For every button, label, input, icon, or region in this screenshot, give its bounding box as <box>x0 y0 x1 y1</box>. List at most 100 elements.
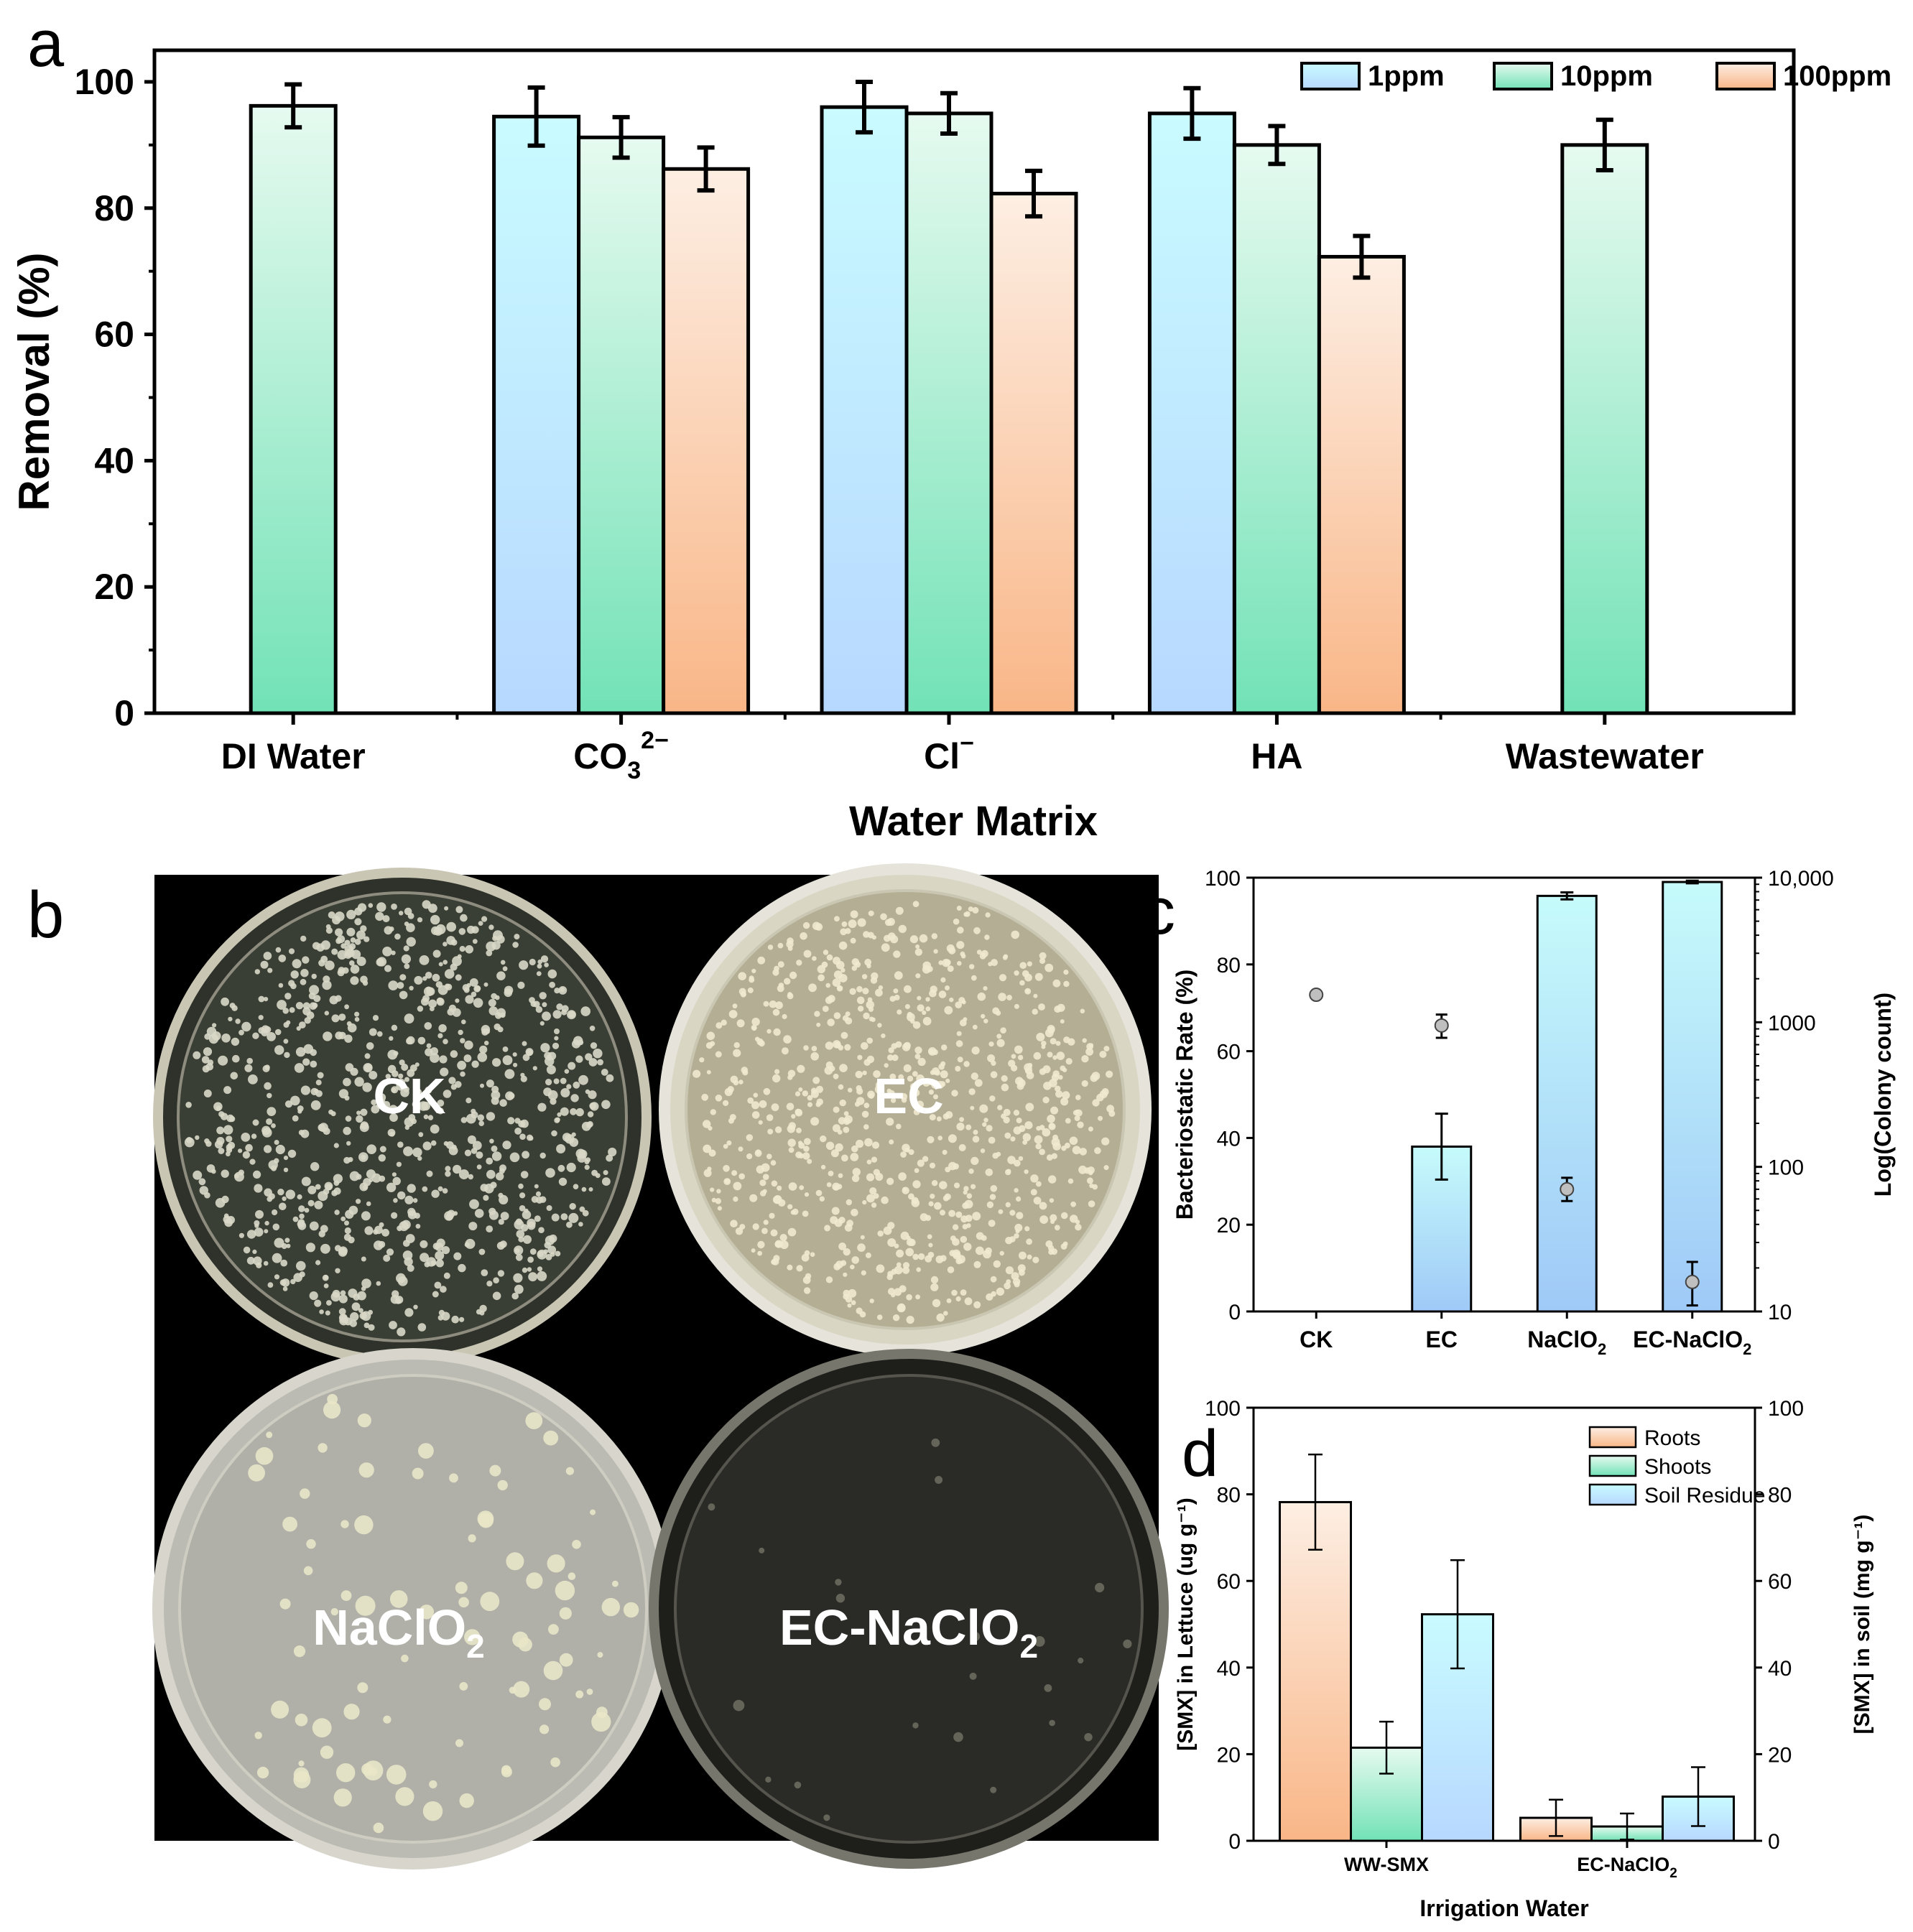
colony <box>922 1079 930 1087</box>
colony <box>453 1211 458 1216</box>
colony <box>254 969 260 975</box>
colony <box>323 1127 330 1135</box>
colony <box>459 1316 465 1322</box>
colony <box>733 1699 745 1712</box>
colony <box>205 1141 212 1147</box>
colony <box>987 1054 996 1062</box>
colony <box>1005 1202 1011 1207</box>
colony <box>1088 1126 1093 1132</box>
y-tick-label: 100 <box>1205 1397 1241 1421</box>
colony <box>335 995 342 1002</box>
colony <box>203 1047 213 1056</box>
colony <box>468 1222 478 1231</box>
colony <box>553 1078 560 1085</box>
colony <box>986 1125 993 1132</box>
colony <box>293 1273 303 1282</box>
colony <box>341 1590 352 1602</box>
colony <box>1016 1212 1024 1220</box>
colony <box>264 1082 272 1090</box>
colony <box>464 1149 472 1157</box>
y2-tick-label: 10,000 <box>1768 867 1834 891</box>
colony <box>953 1732 963 1742</box>
colony <box>486 1079 494 1088</box>
y2-tick-label: 20 <box>1768 1743 1792 1767</box>
colony <box>956 941 965 949</box>
colony <box>556 1144 566 1153</box>
colony <box>1078 1658 1084 1664</box>
legend-swatch-100ppm <box>1715 62 1776 90</box>
colony <box>1024 1226 1030 1232</box>
colony <box>514 1128 522 1135</box>
colony <box>549 981 555 988</box>
colony <box>968 1169 974 1174</box>
colony <box>260 960 269 969</box>
colony <box>816 1022 821 1027</box>
colony <box>1049 1198 1055 1203</box>
colony <box>476 1164 482 1170</box>
colony <box>477 1114 484 1121</box>
colony <box>1039 952 1047 960</box>
colony <box>1081 1055 1089 1063</box>
colony <box>274 1274 280 1280</box>
colony <box>590 1509 596 1515</box>
colony <box>933 949 938 954</box>
colony <box>871 972 879 980</box>
colony <box>945 1078 950 1083</box>
y2-axis-label: Log(Colony count) <box>1870 993 1896 1197</box>
bar-10ppm-di-water <box>249 103 338 715</box>
colony <box>788 1122 797 1130</box>
colony <box>540 1043 550 1053</box>
colony <box>1012 1278 1021 1286</box>
colony <box>529 958 536 966</box>
colony <box>808 983 817 993</box>
x-axis-label: Water Matrix <box>849 798 1098 845</box>
colony <box>404 907 412 916</box>
colony <box>341 1216 346 1222</box>
colony <box>757 1250 762 1256</box>
colony <box>977 992 986 1001</box>
colony <box>278 955 287 962</box>
colony <box>849 988 856 995</box>
colony <box>522 1054 530 1062</box>
colony <box>544 962 549 967</box>
colony <box>398 1073 404 1079</box>
colony <box>909 935 918 944</box>
colony <box>492 935 498 942</box>
colony <box>1099 1051 1107 1058</box>
colony <box>371 1105 380 1114</box>
colony <box>363 1184 368 1190</box>
colony <box>453 1164 462 1174</box>
colony <box>417 1006 424 1012</box>
colony <box>1050 1038 1057 1045</box>
colony <box>585 1053 593 1061</box>
colony <box>771 1259 777 1265</box>
colony <box>286 1243 291 1248</box>
colony <box>320 1243 330 1254</box>
colony <box>831 1207 840 1215</box>
colony <box>537 1250 544 1258</box>
colony <box>738 972 746 980</box>
colony <box>399 911 404 916</box>
colony <box>203 1090 212 1097</box>
colony <box>868 1006 874 1012</box>
colony <box>860 1235 865 1240</box>
legend-swatch-shoots <box>1588 1454 1637 1477</box>
colony <box>499 1099 507 1107</box>
colony <box>344 1220 349 1226</box>
colony <box>496 1008 506 1018</box>
colony <box>1057 1003 1065 1012</box>
colony <box>961 954 966 959</box>
colony <box>856 985 863 993</box>
colony <box>826 954 833 961</box>
colony <box>824 1225 831 1232</box>
colony <box>559 1653 573 1667</box>
colony <box>946 1298 952 1304</box>
colony <box>399 990 408 1000</box>
colony <box>311 973 317 980</box>
colony <box>934 1202 942 1210</box>
colony <box>426 1043 432 1049</box>
colony <box>468 1174 473 1180</box>
colony <box>457 1060 466 1070</box>
colony <box>298 1130 305 1135</box>
colony <box>248 1074 258 1085</box>
